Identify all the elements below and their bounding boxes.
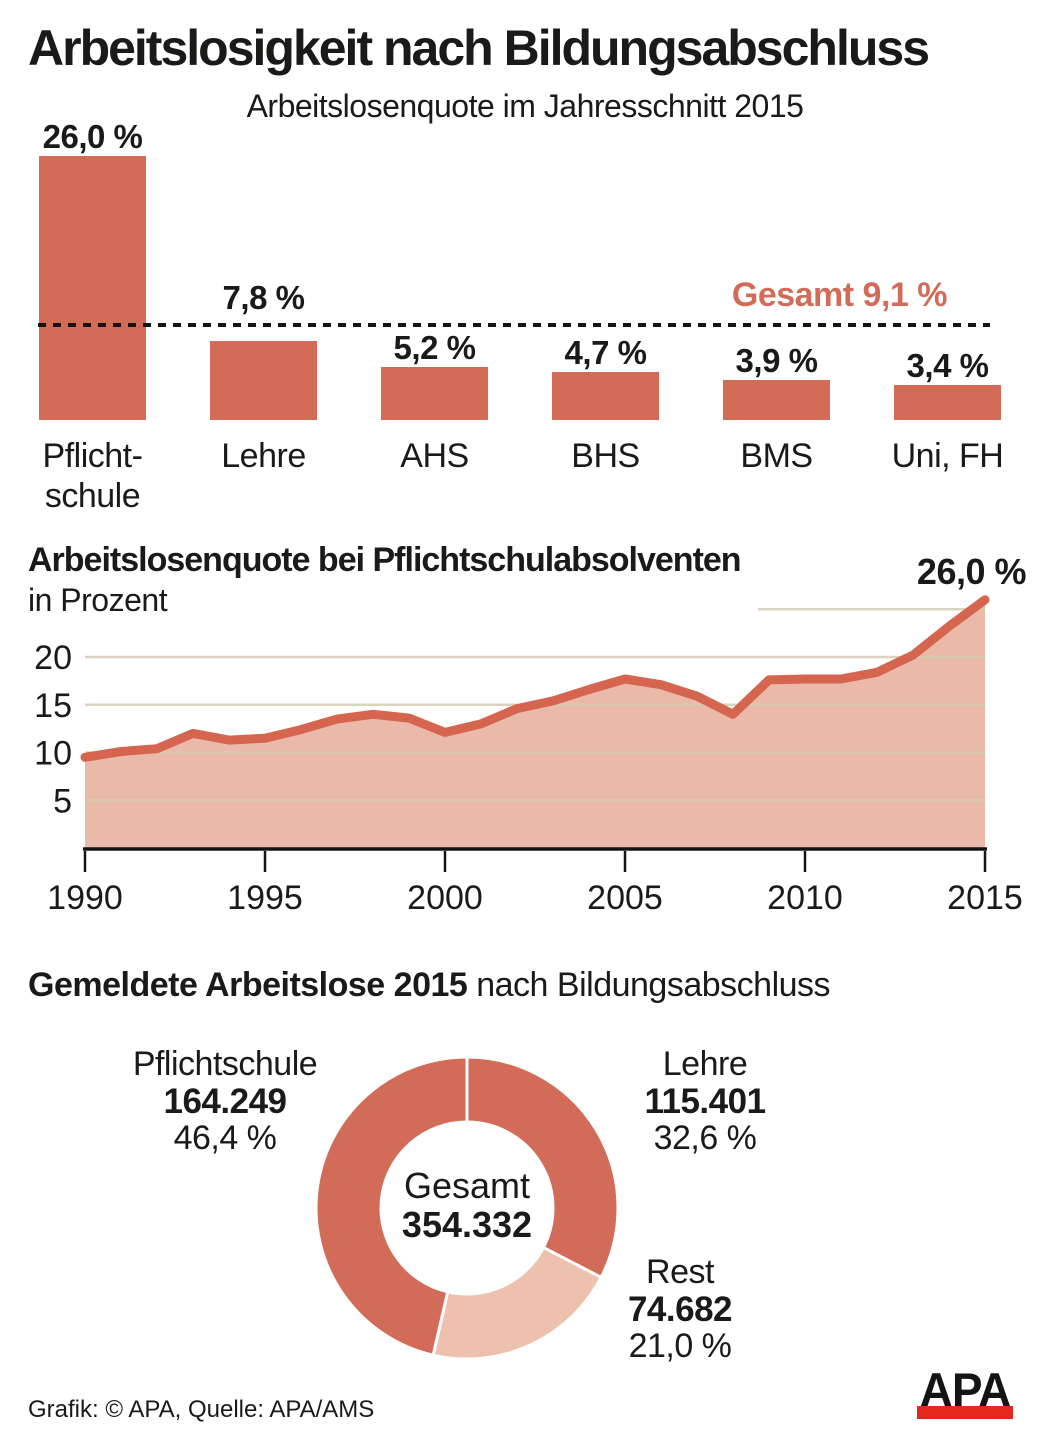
slice-percent: 21,0 % — [628, 1327, 732, 1365]
slice-percent: 32,6 % — [653, 1119, 757, 1157]
bar-category-label: Pflicht- schule — [42, 437, 143, 515]
slice-percent: 46,4 % — [173, 1119, 277, 1157]
trend-end-value-label: 26,0 % — [916, 551, 1027, 592]
y-tick-label-20: 20 — [34, 639, 72, 677]
bar-category-label: Uni, FH — [891, 437, 1004, 475]
x-tick-label-2005: 2005 — [587, 879, 663, 917]
donut-center-label: Gesamt 354.332 — [317, 1166, 617, 1244]
slice-name: Lehre — [662, 1045, 748, 1083]
apa-logo: APA — [917, 1362, 1013, 1419]
slice-label-lehre: Lehre 115.401 32,6 % — [545, 1046, 865, 1157]
bar-category-label: AHS — [400, 437, 469, 475]
bar-value-label: 3,9 % — [735, 342, 818, 380]
apa-logo-red-bar — [917, 1406, 1013, 1419]
donut-center-title: Gesamt — [403, 1165, 531, 1206]
bar-category-label: BMS — [740, 437, 813, 475]
x-tick-label-2000: 2000 — [407, 879, 483, 917]
slice-value: 115.401 — [644, 1082, 766, 1121]
y-tick-label-10: 10 — [34, 735, 72, 773]
donut-chart-title: Gemeldete Arbeitslose 2015 nach Bildungs… — [28, 966, 831, 1005]
bar-chart-subtitle: Arbeitslosenquote im Jahresschnitt 2015 — [246, 88, 804, 124]
x-tick-label-2010: 2010 — [767, 879, 843, 917]
bar-5 — [894, 385, 1001, 420]
donut-title-bold: Gemeldete Arbeitslose 2015 — [28, 966, 468, 1004]
slice-value: 74.682 — [627, 1290, 733, 1329]
donut-center-value: 354.332 — [401, 1204, 533, 1245]
bar-0 — [39, 156, 146, 420]
x-tick-label-1990: 1990 — [47, 879, 123, 917]
bar-category-label: BHS — [571, 437, 640, 475]
y-tick-label-5: 5 — [53, 782, 72, 820]
trend-chart-title: Arbeitslosenquote bei Pflichtschulabsolv… — [28, 541, 742, 579]
slice-name: Pflichtschule — [132, 1045, 318, 1083]
page-title: Arbeitslosigkeit nach Bildungsabschluss — [28, 20, 930, 76]
slice-label-rest: Rest 74.682 21,0 % — [520, 1254, 840, 1365]
bar-value-label: 26,0 % — [42, 118, 143, 156]
trend-area-fill — [85, 599, 985, 848]
slice-label-pflichtschule: Pflichtschule 164.249 46,4 % — [60, 1046, 390, 1157]
apa-logo-text: APA — [919, 1362, 1012, 1418]
bar-value-label: 7,8 % — [222, 278, 305, 316]
bar-chart: 26,0 % Pflicht- schule 7,8 % Lehre 5,2 % AHS 4… — [0, 0, 1039, 530]
reference-dotted-line — [38, 323, 990, 327]
reference-line-label: Gesamt 9,1 % — [731, 276, 948, 314]
trend-chart-unit-label: in Prozent — [28, 582, 168, 618]
bar-1 — [210, 340, 317, 420]
bar-value-label: 4,7 % — [564, 334, 647, 372]
donut-title-regular: nach Bildungsabschluss — [467, 966, 831, 1004]
bar-value-label: 5,2 % — [393, 329, 476, 367]
slice-value: 164.249 — [163, 1082, 287, 1121]
bar-2 — [381, 367, 488, 420]
x-tick-label-1995: 1995 — [227, 879, 303, 917]
slice-name: Rest — [646, 1253, 714, 1291]
bar-category-label: Lehre — [221, 437, 306, 475]
y-tick-label-15: 15 — [34, 687, 72, 725]
bar-value-label: 3,4 % — [906, 347, 989, 385]
trend-line — [80, 595, 990, 762]
bar-4 — [723, 380, 830, 420]
bar-3 — [552, 372, 659, 420]
source-credit: Grafik: © APA, Quelle: APA/AMS — [28, 1396, 375, 1423]
x-tick-label-2015: 2015 — [947, 879, 1023, 917]
